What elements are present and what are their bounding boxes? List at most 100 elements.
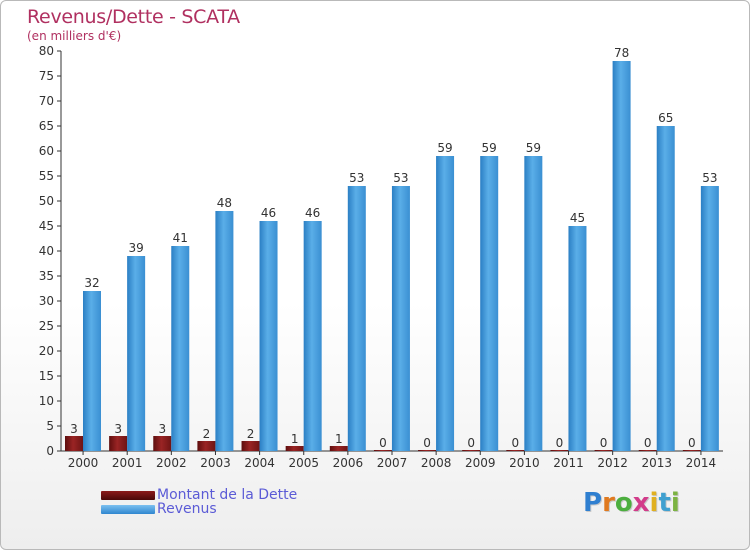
data-label-debt-2005: 1 — [291, 432, 299, 446]
data-label-debt-2002: 3 — [158, 422, 166, 436]
y-tick-label: 15 — [39, 369, 54, 383]
logo-letter: x — [632, 488, 650, 518]
bar-revenue-2005 — [303, 221, 322, 451]
x-tick-label: 2004 — [244, 456, 275, 470]
x-tick-label: 2001 — [112, 456, 143, 470]
bar-debt-2008 — [418, 450, 437, 451]
data-label-debt-2010: 0 — [512, 436, 520, 450]
y-tick-label: 60 — [39, 144, 54, 158]
x-tick-label: 2009 — [465, 456, 496, 470]
bar-debt-2004 — [241, 441, 260, 451]
data-label-debt-2006: 1 — [335, 432, 343, 446]
bar-debt-2005 — [285, 446, 304, 451]
data-label-revenue-2001: 39 — [128, 241, 143, 255]
x-tick-label: 2013 — [642, 456, 673, 470]
data-label-debt-2004: 2 — [247, 427, 255, 441]
legend-label-revenue: Revenus — [157, 501, 217, 517]
bar-revenue-2007 — [391, 186, 410, 451]
y-tick-label: 40 — [39, 244, 54, 258]
y-tick-label: 75 — [39, 69, 54, 83]
bar-debt-2012 — [594, 450, 613, 451]
bar-revenue-2002 — [171, 246, 190, 451]
bar-revenue-2014 — [700, 186, 719, 451]
y-tick-label: 80 — [39, 44, 54, 58]
data-label-revenue-2006: 53 — [349, 171, 364, 185]
data-label-debt-2000: 3 — [70, 422, 78, 436]
y-tick-label: 30 — [39, 294, 54, 308]
data-label-revenue-2008: 59 — [437, 141, 452, 155]
y-tick-label: 70 — [39, 94, 54, 108]
y-tick-label: 65 — [39, 119, 54, 133]
data-label-revenue-2003: 48 — [217, 196, 232, 210]
logo-letter: i — [649, 488, 659, 518]
y-tick-label: 35 — [39, 269, 54, 283]
bar-revenue-2011 — [568, 226, 587, 451]
bar-revenue-2012 — [612, 61, 631, 451]
y-tick-label: 20 — [39, 344, 54, 358]
bar-revenue-2013 — [656, 126, 675, 451]
bar-revenue-2008 — [436, 156, 455, 451]
x-tick-label: 2011 — [553, 456, 584, 470]
data-label-debt-2007: 0 — [379, 436, 387, 450]
bar-debt-2001 — [109, 436, 128, 451]
x-tick-label: 2005 — [288, 456, 319, 470]
data-label-debt-2012: 0 — [600, 436, 608, 450]
bar-debt-2014 — [682, 450, 701, 451]
x-tick-label: 2000 — [68, 456, 99, 470]
bar-revenue-2010 — [524, 156, 543, 451]
logo-letter: t — [658, 488, 671, 518]
data-label-revenue-2011: 45 — [570, 211, 585, 225]
x-tick-label: 2012 — [597, 456, 628, 470]
y-tick-label: 50 — [39, 194, 54, 208]
data-label-revenue-2000: 32 — [84, 276, 99, 290]
proxiti-logo: Proxiti — [583, 488, 680, 518]
data-label-revenue-2014: 53 — [702, 171, 717, 185]
y-tick-label: 45 — [39, 219, 54, 233]
y-tick-label: 5 — [46, 419, 54, 433]
chart-subtitle: (en milliers d'€) — [27, 29, 122, 43]
bar-revenue-2003 — [215, 211, 234, 451]
x-tick-label: 2002 — [156, 456, 187, 470]
data-label-revenue-2004: 46 — [261, 206, 276, 220]
x-tick-label: 2010 — [509, 456, 540, 470]
data-label-debt-2011: 0 — [556, 436, 564, 450]
data-label-revenue-2012: 78 — [614, 46, 629, 60]
y-tick-label: 25 — [39, 319, 54, 333]
x-tick-label: 2007 — [377, 456, 408, 470]
data-label-debt-2009: 0 — [467, 436, 475, 450]
bar-debt-2003 — [197, 441, 216, 451]
y-tick-label: 55 — [39, 169, 54, 183]
bar-debt-2007 — [373, 450, 392, 451]
logo-letter: r — [602, 488, 615, 518]
data-label-debt-2008: 0 — [423, 436, 431, 450]
data-label-debt-2013: 0 — [644, 436, 652, 450]
bar-revenue-2009 — [480, 156, 499, 451]
x-tick-label: 2006 — [333, 456, 364, 470]
logo-letter: P — [583, 488, 603, 518]
bar-revenue-2004 — [259, 221, 278, 451]
bar-debt-2009 — [462, 450, 481, 451]
y-tick-label: 0 — [46, 444, 54, 458]
data-label-revenue-2007: 53 — [393, 171, 408, 185]
x-tick-label: 2014 — [686, 456, 717, 470]
legend-item-debt: Montant de la Dette — [101, 487, 297, 503]
data-label-revenue-2002: 41 — [173, 231, 188, 245]
x-tick-label: 2008 — [421, 456, 452, 470]
bar-revenue-2000 — [83, 291, 101, 451]
legend-swatch-debt — [101, 490, 155, 500]
bar-debt-2010 — [506, 450, 525, 451]
data-label-debt-2003: 2 — [203, 427, 211, 441]
data-label-revenue-2005: 46 — [305, 206, 320, 220]
legend-label-debt: Montant de la Dette — [157, 487, 298, 503]
x-tick-label: 2003 — [200, 456, 231, 470]
bar-debt-2002 — [153, 436, 172, 451]
y-tick-label: 10 — [39, 394, 54, 408]
bar-revenue-2006 — [347, 186, 366, 451]
bar-debt-2006 — [329, 446, 348, 451]
bar-debt-2000 — [65, 436, 83, 451]
data-label-revenue-2013: 65 — [658, 111, 673, 125]
bar-revenue-2001 — [127, 256, 146, 451]
bar-debt-2011 — [550, 450, 569, 451]
